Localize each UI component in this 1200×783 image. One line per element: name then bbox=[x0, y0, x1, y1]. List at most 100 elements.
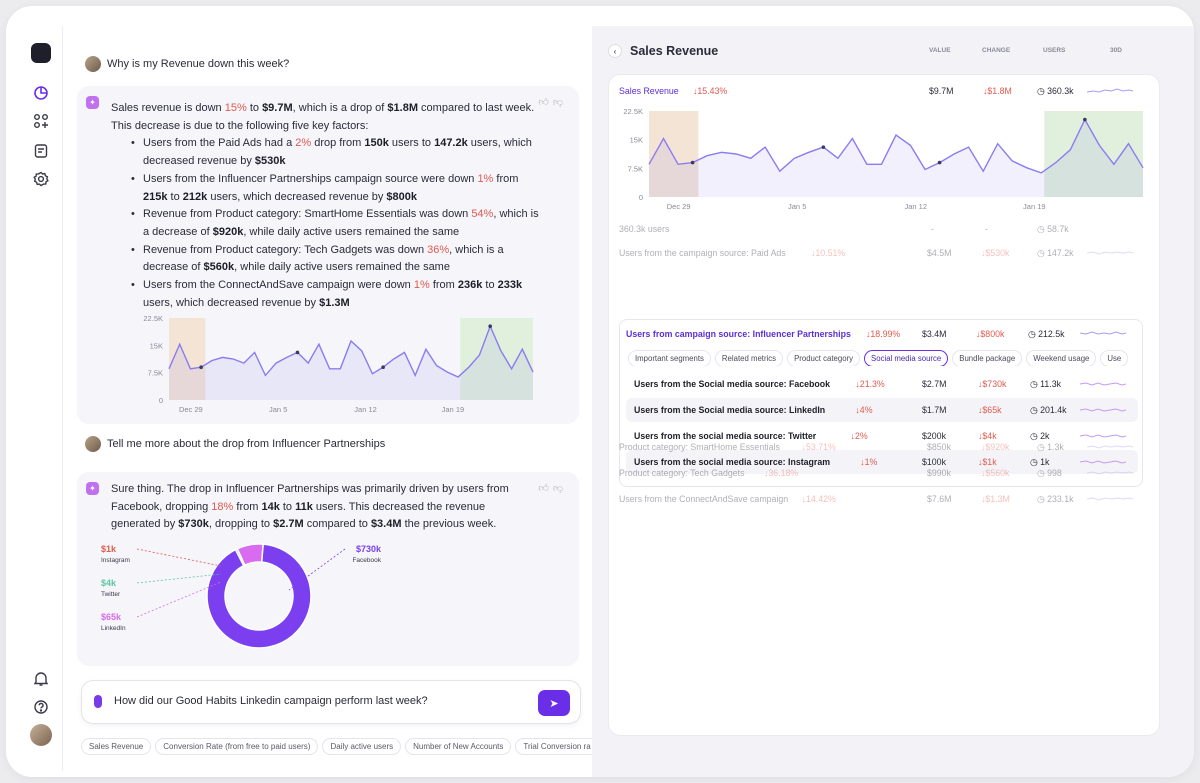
users: 58.7k bbox=[1047, 224, 1069, 234]
pct: 18% bbox=[211, 500, 234, 513]
back-icon[interactable]: ‹ bbox=[608, 44, 622, 58]
bullet-item: Users from the Paid Ads had a 2% drop fr… bbox=[111, 135, 539, 170]
segment-tab[interactable]: Important segments bbox=[628, 350, 711, 366]
row-name[interactable]: Users from the ConnectAndSave campaign bbox=[619, 494, 789, 504]
users: 1k bbox=[1040, 457, 1050, 467]
segment-users: ◷ 2k bbox=[1030, 431, 1050, 441]
data-point bbox=[295, 350, 300, 355]
apps-icon[interactable] bbox=[27, 108, 55, 134]
panel-header: ‹ Sales Revenue VALUE CHANGE USERS 30D bbox=[608, 42, 1168, 62]
metric-name[interactable]: Sales Revenue bbox=[619, 86, 679, 96]
metric-users: ◷ 360.3k bbox=[1037, 86, 1074, 96]
bullet-part: , while daily active users remained the … bbox=[243, 225, 460, 238]
y-tick-label: 7.5K bbox=[148, 369, 163, 378]
metric-row[interactable]: Users from the ConnectAndSave campaign ↓1… bbox=[619, 489, 1155, 509]
segment-row[interactable]: Users from the Social media source: Link… bbox=[626, 398, 1138, 422]
segment-name[interactable]: Users from the social media source: Inst… bbox=[634, 457, 831, 467]
bullet-part: $800k bbox=[386, 190, 418, 203]
sparkline bbox=[1080, 331, 1126, 335]
donut-slice bbox=[206, 543, 312, 649]
row-name[interactable]: Product category: Tech Gadgets bbox=[619, 468, 745, 478]
microphone-icon[interactable] bbox=[94, 695, 102, 708]
segment-tab[interactable]: Weekend usage bbox=[1026, 350, 1097, 366]
segment-value: $100k bbox=[922, 457, 946, 467]
help-icon[interactable] bbox=[27, 694, 55, 720]
sparkline bbox=[1087, 497, 1133, 501]
segment-name[interactable]: Users from the Social media source: Link… bbox=[634, 405, 826, 415]
row-name[interactable]: Product category: SmartHome Essentials bbox=[619, 442, 780, 452]
logo-icon[interactable] bbox=[27, 40, 55, 66]
sparkline bbox=[1087, 471, 1133, 475]
expanded-row[interactable]: Users from campaign source: Influencer P… bbox=[626, 324, 1162, 344]
suggestion-chip[interactable]: Conversion Rate (from free to paid users… bbox=[155, 738, 319, 755]
row-change: ↓$800k bbox=[976, 329, 1005, 339]
chat-input-text[interactable]: How did our Good Habits Linkedin campaig… bbox=[114, 695, 428, 707]
data-point bbox=[199, 365, 203, 369]
user-avatar bbox=[85, 56, 101, 72]
chat-input[interactable]: How did our Good Habits Linkedin campaig… bbox=[81, 680, 581, 724]
segment-name[interactable]: Users from the social media source: Twit… bbox=[634, 431, 817, 441]
suggestion-chip[interactable]: Trial Conversion ra bbox=[515, 738, 599, 755]
col-change: CHANGE bbox=[982, 47, 1011, 54]
x-tick-label: Jan 19 bbox=[1023, 202, 1046, 211]
col-value: VALUE bbox=[929, 47, 951, 54]
segment-row[interactable]: Users from the social media source: Twit… bbox=[626, 424, 1138, 448]
row-name[interactable]: Users from the campaign source: Paid Ads bbox=[619, 248, 786, 258]
bullet-part: 212k bbox=[182, 190, 208, 203]
pct: 10.51% bbox=[815, 248, 846, 258]
users: 360.3k bbox=[1047, 86, 1074, 96]
bullet-part: 215k bbox=[143, 190, 168, 203]
notes-icon[interactable] bbox=[27, 138, 55, 164]
metric-row[interactable]: Users from the campaign source: Paid Ads… bbox=[619, 243, 1155, 263]
users-row: 360.3k users - - ◷ 58.7k bbox=[619, 219, 1155, 239]
bullet-part: to bbox=[482, 279, 498, 292]
y-tick-label: 22.5K bbox=[623, 107, 643, 116]
x-tick-label: Dec 29 bbox=[667, 202, 691, 211]
value: 14k bbox=[261, 500, 280, 513]
segment-row[interactable]: Users from the social media source: Inst… bbox=[626, 450, 1138, 474]
row-name[interactable]: Users from campaign source: Influencer P… bbox=[626, 329, 851, 339]
y-tick-label: 15K bbox=[630, 136, 643, 145]
segment-tab[interactable]: Product category bbox=[787, 350, 861, 366]
bullet-item: Revenue from Product category: Tech Gadg… bbox=[111, 242, 539, 277]
sparkline bbox=[1080, 382, 1126, 386]
donut-category-label: LinkedIn bbox=[101, 625, 126, 632]
row-change: ↓$530k bbox=[981, 248, 1010, 258]
bell-icon[interactable] bbox=[27, 666, 55, 692]
bullet-part: 1% bbox=[477, 172, 494, 185]
suggestion-chip[interactable]: Number of New Accounts bbox=[405, 738, 512, 755]
suggestion-chip[interactable]: Sales Revenue bbox=[81, 738, 152, 755]
user-avatar[interactable] bbox=[27, 722, 55, 748]
pct: 21.3% bbox=[859, 379, 885, 389]
pct: 14.42% bbox=[806, 494, 836, 504]
bullet-part: 54% bbox=[471, 208, 494, 221]
row-users: ◷ 998 bbox=[1037, 468, 1062, 478]
highlight-band-left bbox=[169, 318, 206, 400]
user-question-1: Why is my Revenue down this week? bbox=[107, 58, 290, 70]
suggestion-chip[interactable]: Daily active users bbox=[322, 738, 402, 755]
segment-tab[interactable]: Related metrics bbox=[714, 350, 784, 366]
metric-row[interactable]: Product category: Tech Gadgets ↓36.18% $99… bbox=[619, 463, 1155, 483]
sparkline-line bbox=[1080, 434, 1126, 438]
segment-tab[interactable]: Bundle package bbox=[952, 350, 1023, 366]
x-tick-label: Jan 5 bbox=[788, 202, 806, 211]
text: Sure thing. The drop in Influencer Partn… bbox=[111, 483, 509, 495]
send-button[interactable]: ➤ bbox=[538, 690, 570, 716]
segment-tab[interactable]: Social media source bbox=[864, 350, 949, 366]
main-metric-row[interactable]: Sales Revenue ↓15.43% $9.7M ↓$1.8M ◷ 360… bbox=[619, 81, 1155, 101]
feedback-icons[interactable]: 👍︎👎︎ bbox=[538, 483, 567, 494]
segment-row[interactable]: Users from the Social media source: Face… bbox=[626, 372, 1138, 396]
data-point bbox=[381, 365, 385, 369]
row-value: $3.4M bbox=[922, 329, 947, 339]
bullet-item: Revenue from Product category: SmartHome… bbox=[111, 206, 539, 241]
segment-tab[interactable]: Use bbox=[1100, 350, 1129, 366]
segment-name[interactable]: Users from the Social media source: Face… bbox=[634, 379, 831, 389]
settings-icon[interactable] bbox=[27, 166, 55, 192]
metric-card: Sales Revenue ↓15.43% $9.7M ↓$1.8M ◷ 360… bbox=[608, 74, 1160, 736]
feedback-icons[interactable]: 👍︎👎︎ bbox=[538, 97, 567, 108]
analytics-icon[interactable] bbox=[27, 80, 55, 106]
bullet-part: Users from the ConnectAndSave campaign w… bbox=[143, 279, 414, 292]
area-fill bbox=[169, 326, 533, 400]
change: $920k bbox=[985, 442, 1010, 452]
metric-row[interactable]: Product category: SmartHome Essentials ↓5… bbox=[619, 437, 1155, 457]
